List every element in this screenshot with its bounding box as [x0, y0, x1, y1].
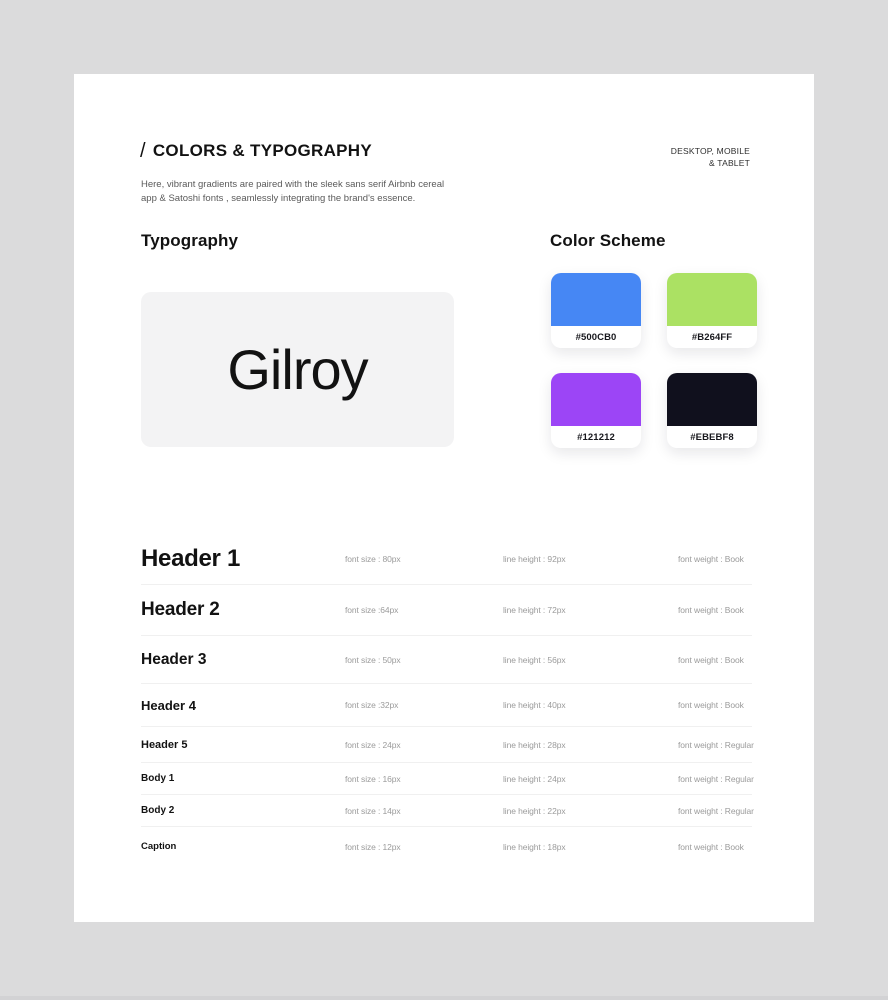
type-scale-row: Header 5 font size : 24px line height : …: [141, 727, 754, 763]
line-height-value: line height : 28px: [503, 739, 566, 750]
type-scale-row: Header 1 font size : 80px line height : …: [141, 534, 752, 585]
line-height-value: line height : 22px: [503, 805, 566, 816]
line-height-value: line height : 92px: [503, 554, 566, 564]
color-hex-label: #EBEBF8: [690, 431, 734, 443]
line-height-value: line height : 18px: [503, 841, 566, 852]
type-style-name: Body 1: [141, 773, 175, 784]
line-height-value: line height : 72px: [503, 605, 566, 615]
color-swatch: #EBEBF8: [667, 373, 757, 448]
color-hex-label: #121212: [577, 431, 615, 443]
font-weight-value: font weight : Book: [678, 841, 744, 852]
font-weight-value: font weight : Book: [678, 605, 744, 615]
font-weight-value: font weight : Book: [678, 654, 744, 665]
type-scale-row: Body 1 font size : 16px line height : 24…: [141, 763, 754, 795]
font-size-value: font size : 80px: [345, 554, 401, 564]
intro-description: Here, vibrant gradients are paired with …: [141, 178, 444, 206]
font-size-value: font size :64px: [345, 605, 399, 615]
font-size-value: font size : 50px: [345, 654, 401, 665]
line-height-value: line height : 56px: [503, 654, 566, 665]
font-weight-value: font weight : Regular: [678, 773, 754, 784]
font-weight-value: font weight : Regular: [678, 739, 754, 750]
type-style-name: Header 3: [141, 650, 207, 668]
color-swatch: #121212: [551, 373, 641, 448]
font-weight-value: font weight : Book: [678, 700, 744, 710]
type-scale-row: Body 2 font size : 14px line height : 22…: [141, 795, 754, 827]
color-hex-label: #500CB0: [575, 331, 617, 343]
color-swatch: #B264FF: [667, 273, 757, 348]
platforms-line-2: & TABLET: [709, 158, 750, 168]
typography-section-title: Typography: [141, 231, 239, 250]
type-style-name: Body 2: [141, 805, 175, 816]
color-chip: [551, 373, 641, 426]
font-size-value: font size :32px: [345, 700, 399, 710]
font-size-value: font size : 14px: [345, 805, 401, 816]
platforms-label: DESKTOP, MOBILE & TABLET: [671, 145, 750, 169]
type-scale-row: Header 2 font size :64px line height : 7…: [141, 585, 752, 636]
page-title: / COLORS & TYPOGRAPHY: [140, 140, 372, 163]
type-style-name: Header 5: [141, 738, 188, 751]
color-swatch-grid: #500CB0 #B264FF #121212 #EBEBF8: [551, 273, 757, 448]
line-height-value: line height : 24px: [503, 773, 566, 784]
color-chip: [667, 373, 757, 426]
style-guide-sheet: / COLORS & TYPOGRAPHY DESKTOP, MOBILE & T…: [74, 74, 814, 922]
font-specimen-name: Gilroy: [227, 338, 368, 401]
platforms-line-1: DESKTOP, MOBILE: [670, 146, 750, 156]
type-scale-row: Header 3 font size : 50px line height : …: [141, 636, 752, 684]
font-specimen-card: Gilroy: [141, 292, 454, 447]
type-style-name: Header 2: [141, 599, 220, 620]
color-hex-label: #B264FF: [691, 331, 733, 343]
type-scale-row: Header 4 font size :32px line height : 4…: [141, 684, 752, 727]
font-size-value: font size : 24px: [345, 739, 401, 750]
color-chip: [667, 273, 757, 326]
type-style-name: Header 1: [141, 545, 240, 572]
type-scale-table: Header 1 font size : 80px line height : …: [141, 534, 754, 866]
font-size-value: font size : 16px: [345, 773, 401, 784]
page-title-text: COLORS & TYPOGRAPHY: [152, 141, 373, 160]
font-weight-value: font weight : Book: [678, 554, 744, 564]
font-size-value: font size : 12px: [345, 841, 401, 852]
intro-description-line-1: Here, vibrant gradients are paired with …: [141, 179, 445, 190]
type-style-name: Caption: [141, 841, 177, 852]
color-chip: [551, 273, 641, 326]
type-scale-row: Caption font size : 12px line height : 1…: [141, 827, 752, 866]
color-scheme-section-title: Color Scheme: [550, 231, 666, 250]
intro-description-line-2: app & Satoshi fonts , seamlessly integra…: [141, 193, 416, 204]
title-slash-mark: /: [140, 140, 146, 162]
line-height-value: line height : 40px: [503, 700, 566, 710]
font-weight-value: font weight : Regular: [678, 805, 754, 816]
color-swatch: #500CB0: [551, 273, 641, 348]
type-style-name: Header 4: [141, 697, 196, 713]
